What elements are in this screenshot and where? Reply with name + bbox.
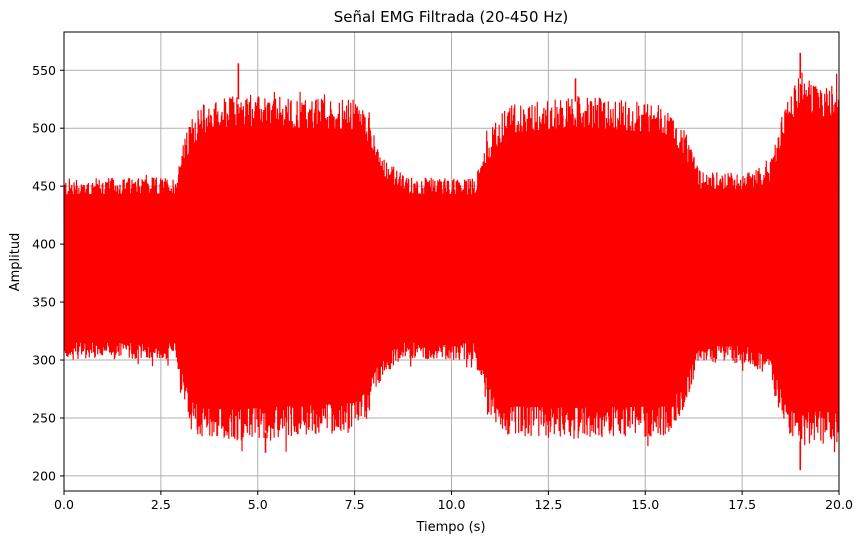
x-tick-label: 12.5	[534, 497, 562, 512]
y-axis-ticks: 200 250 300 350 400 450 500 550	[32, 63, 64, 483]
y-tick-label: 350	[32, 295, 56, 310]
x-axis-ticks: 0.0 2.5 5.0 7.5 10.0 12.5 15.0 17.5 20.0	[54, 491, 853, 512]
x-axis-label: Tiempo (s)	[415, 520, 485, 535]
x-tick-label: 7.5	[345, 497, 365, 512]
x-tick-label: 17.5	[728, 497, 756, 512]
x-tick-label: 5.0	[248, 497, 268, 512]
y-tick-label: 400	[32, 237, 56, 252]
y-tick-label: 500	[32, 121, 56, 136]
x-tick-label: 0.0	[54, 497, 74, 512]
y-tick-label: 250	[32, 410, 56, 425]
x-tick-label: 15.0	[631, 497, 659, 512]
y-tick-label: 200	[32, 468, 56, 483]
y-tick-label: 550	[32, 63, 56, 78]
x-tick-label: 10.0	[438, 497, 466, 512]
chart-title: Señal EMG Filtrada (20-450 Hz)	[334, 8, 569, 26]
signal-series	[63, 52, 840, 471]
x-tick-label: 2.5	[151, 497, 171, 512]
y-axis-label: Amplitud	[8, 233, 23, 292]
signal-trace	[63, 72, 840, 457]
y-tick-label: 300	[32, 353, 56, 368]
y-tick-label: 450	[32, 179, 56, 194]
x-tick-label: 20.0	[825, 497, 853, 512]
